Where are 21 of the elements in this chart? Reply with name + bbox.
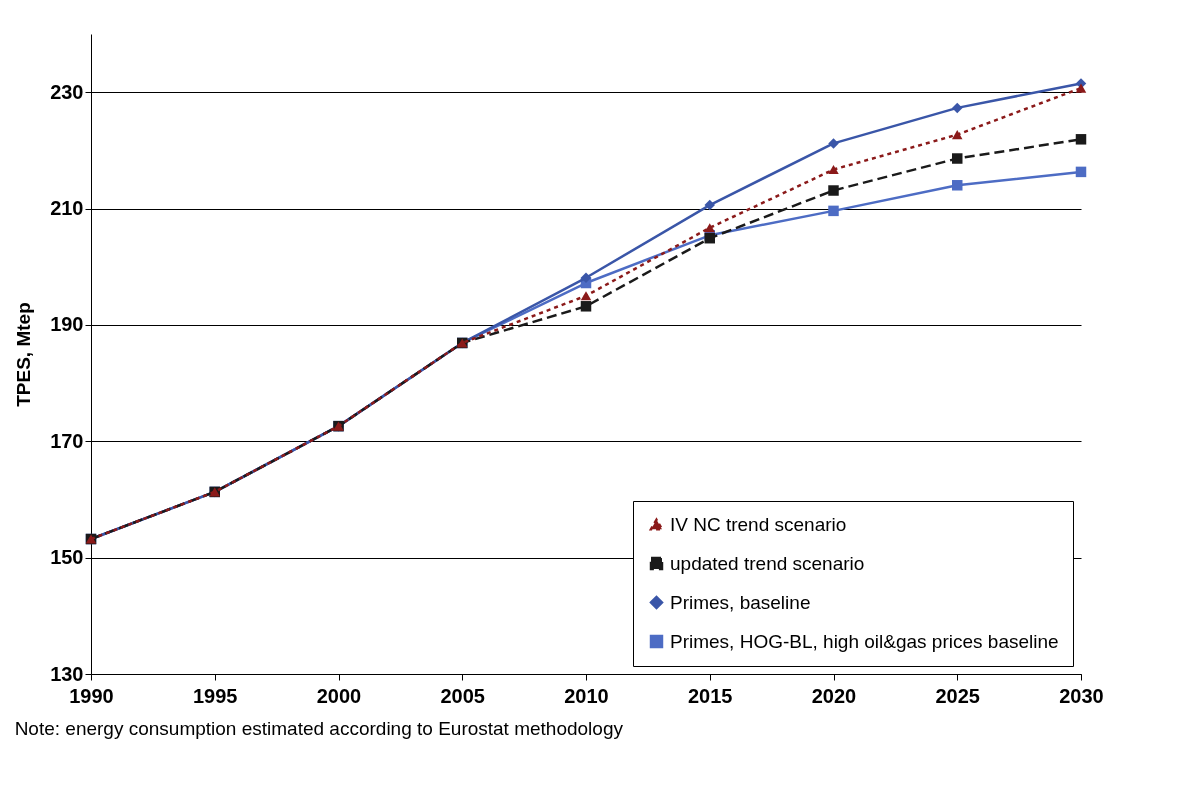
y-tick-label: 130 [50,662,84,685]
x-tick-label: 1995 [193,684,238,707]
y-axis-title: TPES, Mtep [13,302,35,407]
legend-label: Primes, HOG-BL, high oil&gas prices baseline [670,630,1059,652]
x-tick-label: 2005 [440,684,485,707]
x-tick-label: 2025 [935,684,980,707]
y-tick-label: 150 [50,546,84,569]
y-tick-label: 210 [50,197,84,220]
x-tick-label: 2010 [564,684,609,707]
y-tick-label: 230 [50,80,84,103]
x-tick-label: 2020 [811,684,857,707]
x-tick-label: 2000 [316,684,362,707]
y-tick-label: 190 [50,313,84,336]
x-tick-label: 2030 [1059,684,1104,707]
legend-label: updated trend scenario [670,552,865,574]
legend-label: Primes, baseline [670,591,811,613]
text: Note: energy consumption estimated according to Eurostat methodology [14,718,624,739]
x-tick-label: 1990 [69,684,114,707]
legend-label: IV NC trend scenario [670,513,847,535]
x-tick-label: 2015 [688,684,733,707]
y-tick-label: 170 [50,429,84,452]
